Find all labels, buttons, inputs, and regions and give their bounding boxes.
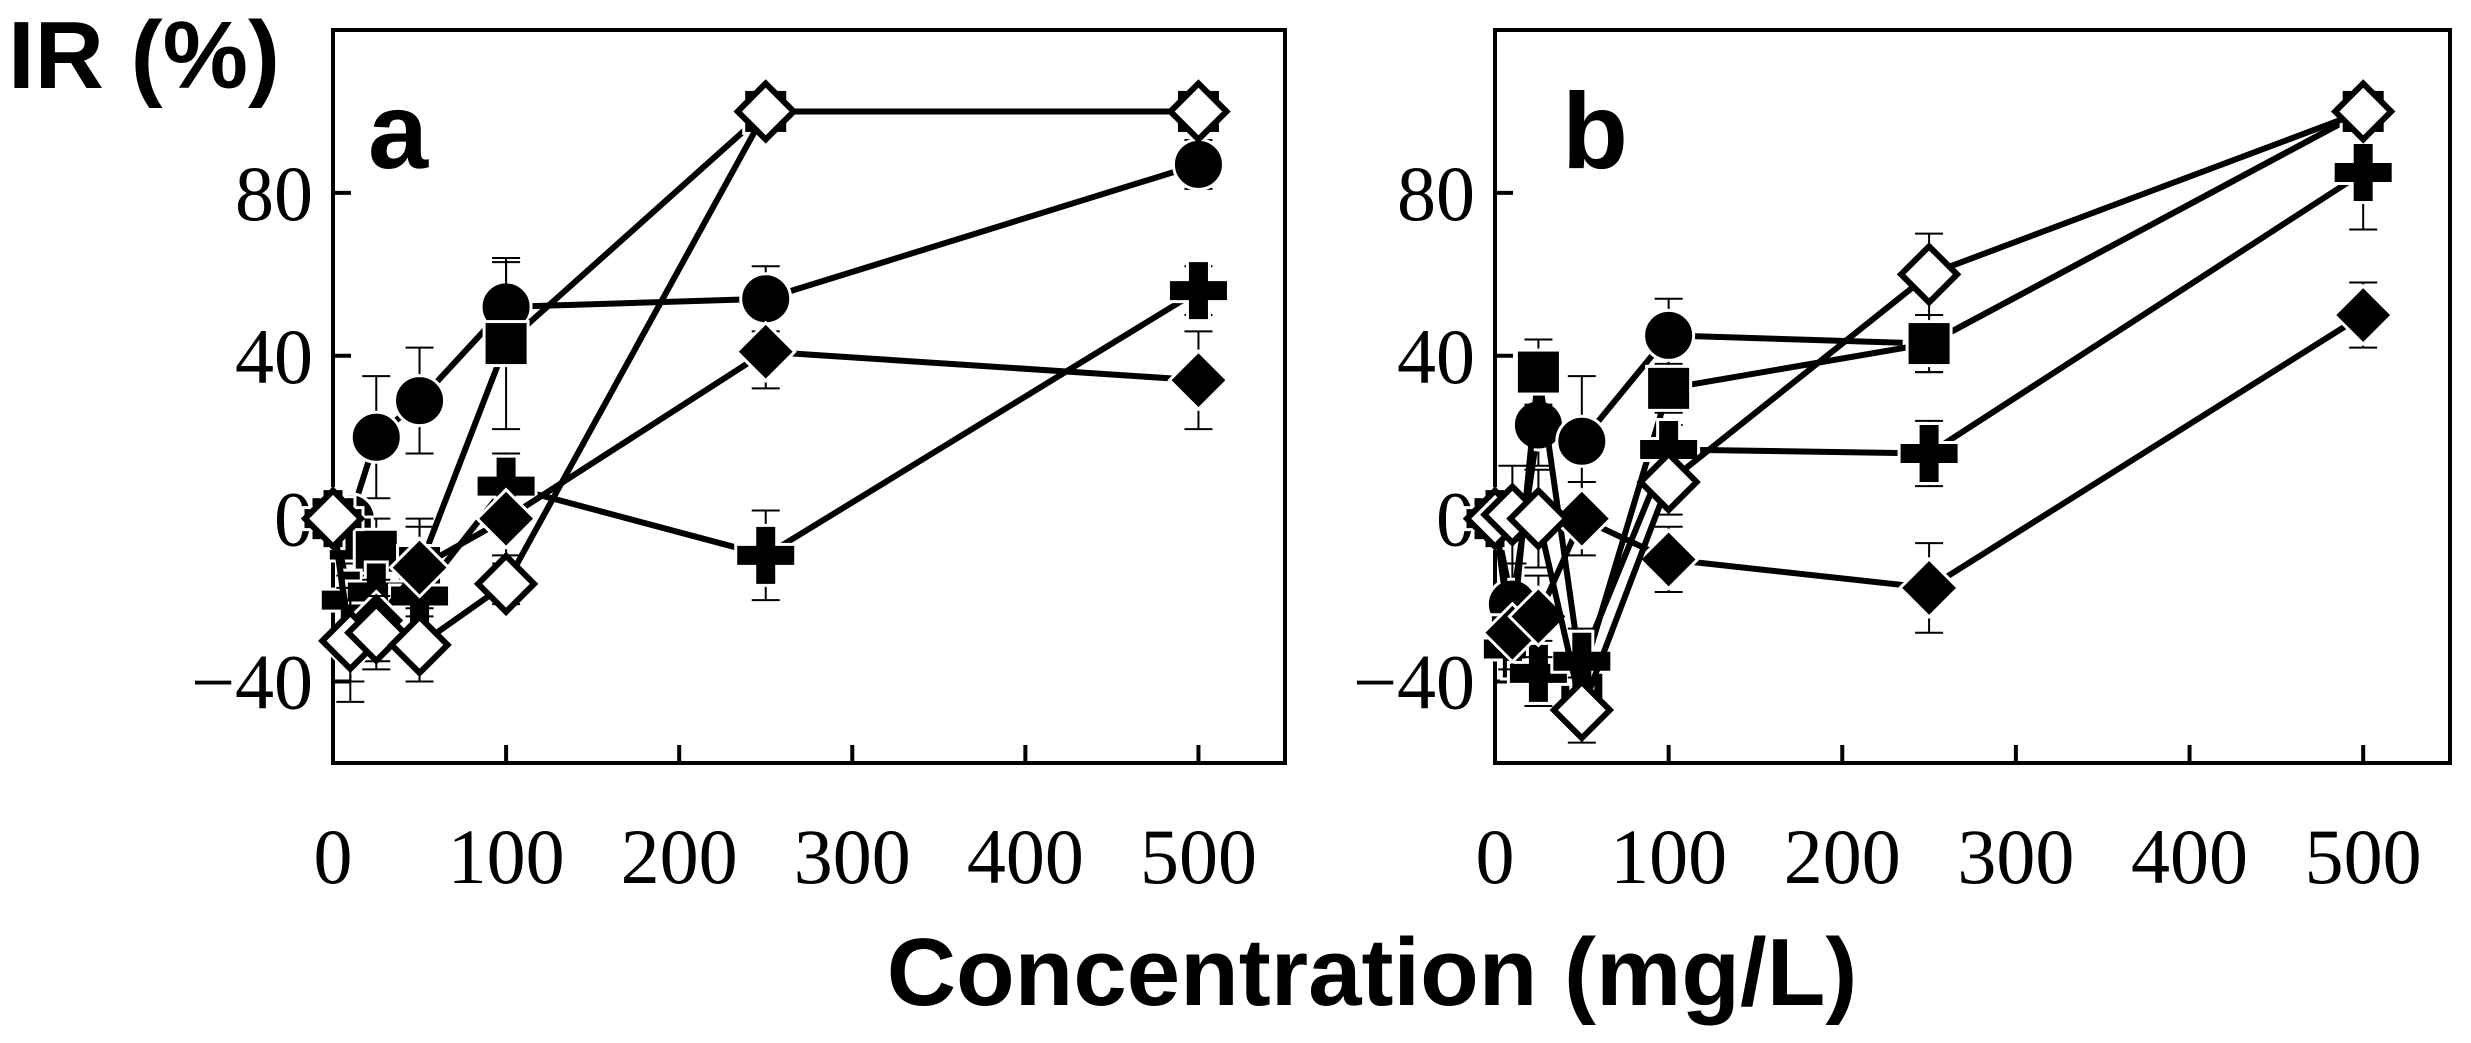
panel-a-filled-circle-point [1171,137,1225,191]
panel-b-x-tick-label: 200 [1784,813,1901,900]
panel-a-filled-diamond-point [388,536,451,599]
panel-a-filled-cross-point [734,523,798,587]
panel-a-filled-circle-point [349,410,403,464]
panel-b-filled-square-point [1514,348,1562,396]
panel-b-filled-cross-point [1897,422,1961,486]
panel-b-filled-square-point [1645,364,1693,412]
panel-a-open-diamond-point [300,486,366,551]
panel-b-x-tick-label: 0 [1476,813,1515,900]
panel-b-filled-diamond-point [1550,487,1613,550]
panel-a-series-open-diamond [300,79,1231,683]
panel-a-y-tick-label: 40 [235,313,313,400]
panel-a-frame [331,28,1287,765]
panel-a-x-tick-label: 300 [794,813,911,900]
panel-b-series-open-diamond [1462,79,2396,744]
panel-a-filled-square-point [482,320,530,368]
panel-b-open-diamond-point [1896,242,1962,307]
panel-b-open-diamond-point [1506,486,1571,551]
panel-a-open-diamond-point [387,612,452,678]
panel-b-open-diamond-point [1549,677,1615,743]
panel-a-open-diamond-point [1166,79,1231,144]
panel-b-filled-cross-point [2331,141,2395,205]
panel-a-filled-diamond-point [734,320,797,383]
panel-b-x-tick-label: 300 [1957,813,2074,900]
x-axis-title: Concentration (mg/L) [887,919,1858,1026]
panel-a-open-diamond-point [733,79,798,144]
panel-b-y-tick-label: −40 [1353,639,1475,726]
panel-b-filled-diamond-point [1637,528,1700,591]
panel-b-frame [1493,28,2452,765]
panel-a-filled-diamond-point [1167,349,1230,412]
panel-b-x-tick-label: 500 [2305,813,2422,900]
panel-a-filled-cross-point [1166,259,1230,323]
panel-b-open-diamond-point [2330,79,2396,144]
panel-b-x-tick-label: 100 [1610,813,1727,900]
panel-b-y-tick-label: 40 [1397,313,1475,400]
panel-a-x-tick-label: 400 [967,813,1084,900]
y-axis-title: IR (%) [8,2,280,109]
panel-a-x-tick-label: 100 [448,813,565,900]
panel-b-y-tick-label: 80 [1397,150,1475,237]
panel-a-filled-diamond-point [474,487,538,550]
panel-a-letter: a [368,70,429,191]
panel-b-x-tick-label: 400 [2131,813,2248,900]
panel-b-filled-diamond-point [2332,283,2395,347]
panel-b-filled-circle-point [1555,414,1609,468]
panel-b-filled-cross-point [1506,641,1570,705]
panel-b-filled-circle-point [1642,308,1696,362]
panel-b-filled-square-point [1905,320,1953,368]
panel-a-x-tick-label: 500 [1140,813,1257,900]
panel-a-x-tick-label: 200 [621,813,738,900]
panel-b-open-diamond-point [1636,449,1701,515]
panel-a-y-tick-label: 80 [235,150,313,237]
panel-b-filled-diamond-point [1897,556,1961,620]
panel-b-letter: b [1562,70,1628,191]
panel-a-filled-circle-point [393,374,447,428]
panel-a-y-tick-label: −40 [191,639,313,726]
panel-a-x-tick-label: 0 [314,813,353,900]
panel-a-open-diamond-point [473,551,539,617]
